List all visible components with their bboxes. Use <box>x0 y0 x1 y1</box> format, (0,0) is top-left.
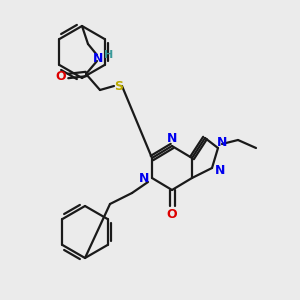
Text: H: H <box>104 50 114 60</box>
Text: N: N <box>93 52 103 65</box>
Text: O: O <box>167 208 177 220</box>
Text: O: O <box>56 70 66 83</box>
Text: N: N <box>217 136 227 148</box>
Text: N: N <box>167 133 177 146</box>
Text: N: N <box>139 172 149 184</box>
Text: S: S <box>115 80 124 92</box>
Text: N: N <box>215 164 225 176</box>
